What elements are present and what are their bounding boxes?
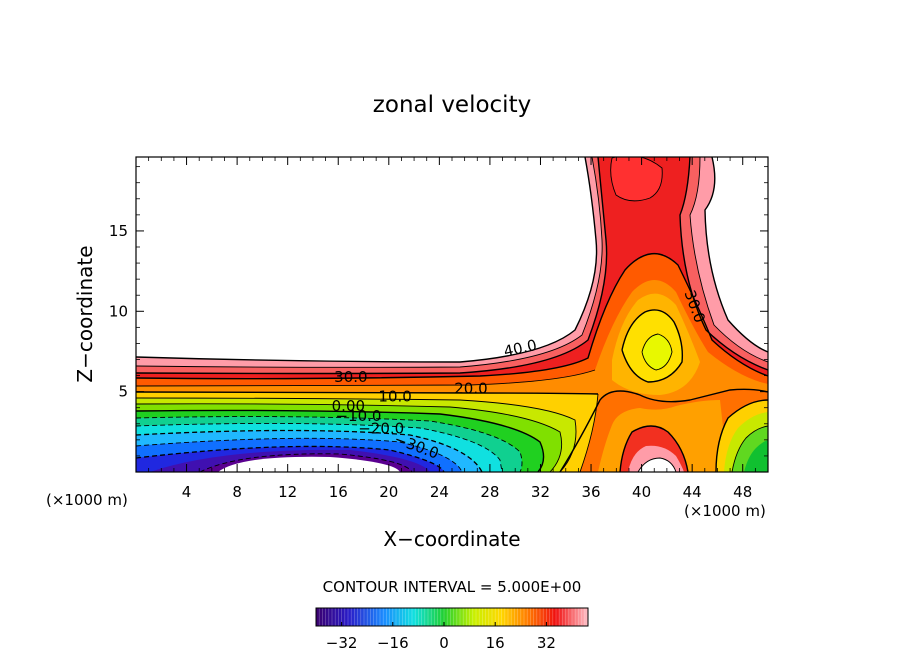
contour-line [637,457,677,472]
contour-line [559,388,768,472]
contour-line [689,157,768,363]
x-tick-label: 4 [182,483,192,501]
x-tick-label: 48 [733,483,752,501]
contour-line [136,437,463,472]
contour-line [621,309,684,383]
x-tick-label: 12 [278,483,297,501]
contour-interval-label: CONTOUR INTERVAL = 5.000E+00 [323,578,582,596]
colorbar: −32 −16 0 16 32 [315,607,589,652]
contour-line [136,403,563,472]
contour-line [641,333,673,371]
contour-line [136,422,503,472]
y-axis: 5 10 15 [109,166,768,457]
x-tick-label: 44 [683,483,702,501]
contour-line [619,425,689,472]
x-tick-label: 24 [430,483,449,501]
band-yellow-core [642,334,672,370]
contour-line [731,425,768,472]
colorbar-frame [315,607,589,627]
colorbar-fill [316,608,588,626]
y-axis-label: Z−coordinate [73,245,97,382]
colorbar-tick-label: −32 [326,634,358,652]
contour-line [136,445,445,472]
contour-label: 0.00 [332,397,365,415]
contour-line [136,409,545,472]
band-l-white [218,456,400,472]
band-red-core [610,157,663,201]
contour-line [136,391,599,395]
contour-line [136,397,577,472]
contour-line [610,157,663,202]
x-axis-label: X−coordinate [383,527,520,551]
contour-line [136,157,608,375]
contour-line [579,393,599,472]
x-axis-units-right: (×1000 m) [684,502,766,520]
contour-label: 30.0 [334,368,367,386]
colorbar-ticks: −32 −16 0 16 32 [326,622,556,652]
contour-label: −20.0 [358,420,404,438]
colorbar-tick-label: 32 [537,634,556,652]
y-tick-label: 15 [109,222,128,240]
y-tick-label: 5 [118,383,128,401]
contour-line [715,399,768,472]
contour-label: 10.0 [378,387,411,405]
chart-title: zonal velocity [373,92,531,118]
contour-line [679,157,768,371]
colorbar-tick-label: −16 [377,634,409,652]
contour-line [136,369,596,387]
contour-label: 20.0 [454,379,487,397]
y-tick-label: 10 [109,302,128,320]
x-tick-label: 8 [232,483,242,501]
x-axis-units-left: (×1000 m) [46,491,128,509]
x-tick-label: 36 [581,483,600,501]
colorbar-tick-label: 16 [486,634,505,652]
contour-line [136,157,598,363]
contour-line [704,157,768,353]
filled-contours [136,157,768,472]
contour-line [136,252,768,380]
x-tick-label: 20 [379,483,398,501]
contour-label: −10.0 [335,407,381,425]
x-tick-label: 16 [329,483,348,501]
x-tick-label: 28 [480,483,499,501]
contour-line [199,453,413,472]
contour-line [136,429,483,472]
contour-line [136,157,603,368]
contour-line [136,416,523,472]
colorbar-tick-label: 0 [439,634,449,652]
x-tick-label: 40 [632,483,651,501]
band-right-green3 [744,440,768,472]
contour-lines [136,157,768,472]
x-axis: 4 8 12 16 20 24 28 32 36 40 44 48 [148,157,756,501]
x-tick-label: 32 [531,483,550,501]
